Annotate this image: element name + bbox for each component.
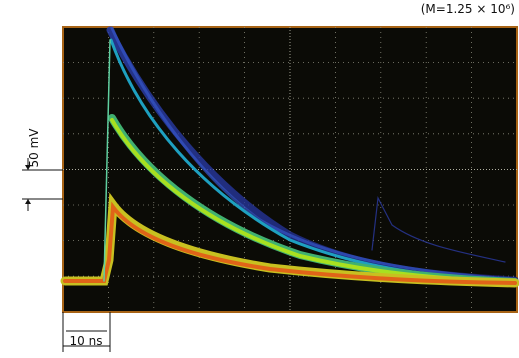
multiplier-note: (M=1.25 × 10⁶) bbox=[421, 2, 515, 16]
scope-figure: (M=1.25 × 10⁶) bbox=[0, 0, 519, 358]
voltage-scale-label: 50 mV bbox=[27, 128, 41, 168]
page: (M=1.25 × 10⁶) bbox=[0, 0, 519, 358]
time-scale-label: 10 ns bbox=[70, 334, 103, 348]
